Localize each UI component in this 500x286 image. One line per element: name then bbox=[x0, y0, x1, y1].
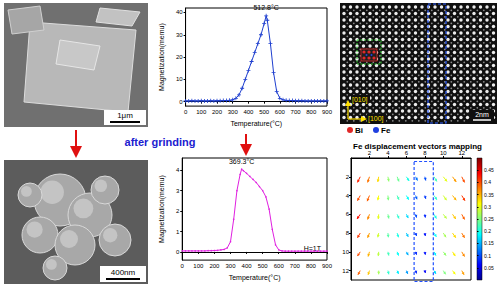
svg-text:6: 6 bbox=[405, 150, 409, 156]
svg-text:500: 500 bbox=[258, 263, 269, 269]
svg-text:2: 2 bbox=[176, 208, 180, 214]
svg-text:12: 12 bbox=[342, 268, 349, 274]
svg-text:100: 100 bbox=[193, 263, 204, 269]
svg-text:0.1: 0.1 bbox=[484, 253, 491, 259]
svg-text:2nm: 2nm bbox=[475, 111, 489, 118]
svg-text:H=1T: H=1T bbox=[303, 245, 321, 252]
svg-text:after grinding: after grinding bbox=[125, 136, 196, 148]
svg-text:20: 20 bbox=[176, 54, 183, 60]
svg-text:900: 900 bbox=[322, 109, 333, 115]
svg-text:400nm: 400nm bbox=[111, 268, 136, 277]
svg-text:0.4: 0.4 bbox=[484, 179, 491, 185]
svg-text:369.3°C: 369.3°C bbox=[229, 158, 254, 165]
svg-text:[010]: [010] bbox=[352, 96, 368, 104]
svg-text:800: 800 bbox=[306, 109, 317, 115]
svg-text:0.2: 0.2 bbox=[484, 228, 491, 234]
svg-text:4: 4 bbox=[346, 193, 350, 199]
svg-text:1μm: 1μm bbox=[117, 111, 133, 120]
svg-text:0: 0 bbox=[181, 263, 185, 269]
svg-text:3: 3 bbox=[176, 188, 180, 194]
svg-text:40: 40 bbox=[176, 9, 183, 15]
svg-text:400: 400 bbox=[242, 263, 253, 269]
svg-text:0.35: 0.35 bbox=[484, 192, 494, 198]
svg-text:0.3: 0.3 bbox=[484, 204, 491, 210]
svg-text:10: 10 bbox=[342, 249, 349, 255]
svg-text:200: 200 bbox=[212, 109, 223, 115]
svg-text:700: 700 bbox=[291, 109, 302, 115]
svg-text:600: 600 bbox=[275, 109, 286, 115]
svg-text:2: 2 bbox=[346, 174, 350, 180]
svg-text:0: 0 bbox=[179, 99, 183, 105]
svg-text:600: 600 bbox=[274, 263, 285, 269]
svg-text:100: 100 bbox=[196, 109, 207, 115]
svg-text:6: 6 bbox=[346, 211, 350, 217]
svg-text:10: 10 bbox=[440, 150, 447, 156]
svg-text:0: 0 bbox=[176, 249, 180, 255]
svg-text:Magnetization(memu): Magnetization(memu) bbox=[158, 175, 166, 243]
svg-text:0.05: 0.05 bbox=[484, 265, 494, 271]
svg-text:700: 700 bbox=[290, 263, 301, 269]
svg-text:300: 300 bbox=[225, 263, 236, 269]
svg-text:900: 900 bbox=[322, 263, 333, 269]
svg-text:Bi: Bi bbox=[355, 126, 363, 135]
svg-text:0.25: 0.25 bbox=[484, 216, 494, 222]
svg-text:Fe displacement vectors mappin: Fe displacement vectors mapping bbox=[353, 142, 482, 151]
svg-text:4: 4 bbox=[176, 167, 180, 173]
svg-text:12: 12 bbox=[458, 150, 465, 156]
svg-text:0: 0 bbox=[184, 109, 188, 115]
svg-text:30: 30 bbox=[176, 32, 183, 38]
svg-text:Fe: Fe bbox=[381, 126, 391, 135]
svg-text:512.8°C: 512.8°C bbox=[253, 4, 278, 11]
svg-text:800: 800 bbox=[306, 263, 317, 269]
svg-text:8: 8 bbox=[423, 150, 427, 156]
svg-text:Magnetization(memu): Magnetization(memu) bbox=[158, 23, 166, 91]
svg-text:1: 1 bbox=[176, 229, 180, 235]
svg-text:Temperature(°C): Temperature(°C) bbox=[230, 120, 282, 128]
svg-text:500: 500 bbox=[259, 109, 270, 115]
svg-text:400: 400 bbox=[243, 109, 254, 115]
svg-text:[100]: [100] bbox=[368, 115, 384, 123]
svg-text:0.45: 0.45 bbox=[484, 167, 494, 173]
svg-text:10: 10 bbox=[176, 76, 183, 82]
svg-text:8: 8 bbox=[346, 230, 350, 236]
svg-text:4: 4 bbox=[386, 150, 390, 156]
svg-text:300: 300 bbox=[228, 109, 239, 115]
svg-text:200: 200 bbox=[209, 263, 220, 269]
svg-text:Temperature(°C): Temperature(°C) bbox=[229, 274, 281, 282]
svg-text:0.15: 0.15 bbox=[484, 240, 494, 246]
svg-text:2: 2 bbox=[368, 150, 372, 156]
